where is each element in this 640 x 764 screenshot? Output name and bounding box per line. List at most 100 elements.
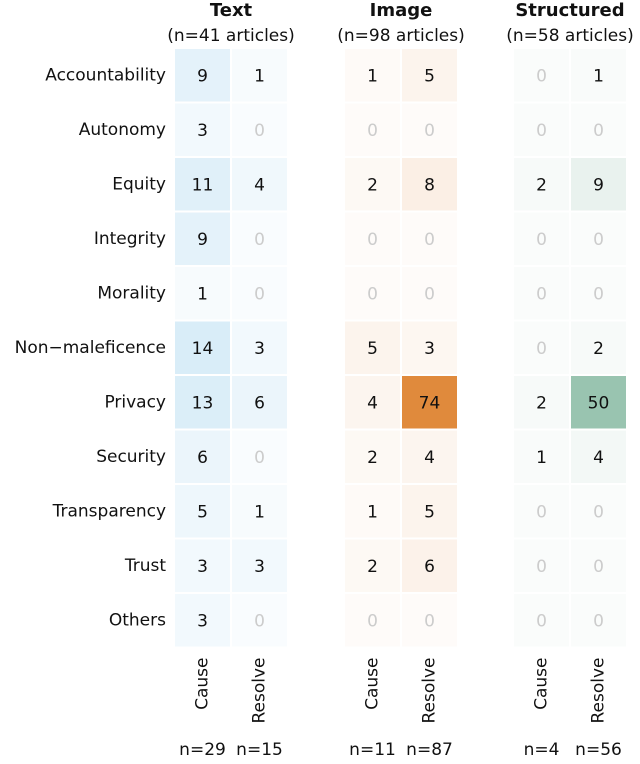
row-label: Trust — [124, 556, 167, 576]
row-label: Others — [109, 610, 166, 630]
panel-title: Structured — [515, 0, 624, 21]
heat-cell — [175, 212, 230, 265]
cell-value: 5 — [197, 502, 208, 522]
heat-cell — [175, 267, 230, 320]
cell-value: 5 — [424, 502, 435, 522]
cell-value: 74 — [419, 393, 441, 413]
row-label: Equity — [112, 174, 166, 194]
heat-cell — [345, 430, 400, 483]
heat-cell — [232, 539, 287, 592]
cell-value: 0 — [424, 230, 435, 250]
cell-value: 0 — [536, 611, 547, 631]
heat-cell — [175, 594, 230, 647]
cell-value: 9 — [197, 66, 208, 86]
column-total: n=15 — [236, 740, 283, 760]
cell-value: 4 — [254, 175, 265, 195]
cell-value: 0 — [367, 284, 378, 304]
cell-value: 9 — [593, 175, 604, 195]
cell-value: 2 — [367, 557, 378, 577]
heat-cell — [514, 376, 569, 429]
cell-value: 0 — [536, 121, 547, 141]
cell-value: 1 — [197, 284, 208, 304]
cell-value: 1 — [254, 502, 265, 522]
heat-cell — [402, 376, 457, 429]
panel-subtitle: (n=98 articles) — [337, 26, 465, 46]
row-label: Security — [96, 447, 166, 467]
cell-value: 4 — [367, 393, 378, 413]
cell-value: 2 — [536, 393, 547, 413]
cell-value: 2 — [536, 175, 547, 195]
cell-value: 0 — [536, 230, 547, 250]
heat-cell — [345, 49, 400, 102]
heat-cell — [232, 158, 287, 211]
cell-value: 0 — [424, 121, 435, 141]
cell-value: 0 — [536, 284, 547, 304]
row-label: Accountability — [45, 65, 166, 85]
cell-value: 3 — [197, 611, 208, 631]
heat-cell — [345, 158, 400, 211]
heat-cell — [571, 158, 626, 211]
heat-cell — [345, 485, 400, 538]
cell-value: 0 — [593, 502, 604, 522]
cell-value: 6 — [197, 448, 208, 468]
cell-value: 6 — [254, 393, 265, 413]
cell-value: 0 — [367, 611, 378, 631]
cell-value: 0 — [593, 284, 604, 304]
cell-value: 0 — [254, 448, 265, 468]
heat-cell — [402, 321, 457, 374]
cell-value: 0 — [536, 66, 547, 86]
heat-cell — [232, 321, 287, 374]
cell-value: 0 — [593, 611, 604, 631]
panel-subtitle: (n=41 articles) — [167, 26, 295, 46]
column-label: Resolve — [420, 658, 440, 724]
row-label: Autonomy — [79, 120, 166, 140]
cell-value: 0 — [367, 121, 378, 141]
cell-value: 0 — [593, 557, 604, 577]
cell-value: 1 — [367, 66, 378, 86]
cell-value: 4 — [593, 448, 604, 468]
cell-value: 6 — [424, 557, 435, 577]
cell-value: 9 — [197, 230, 208, 250]
cell-value: 3 — [424, 339, 435, 359]
heat-cell — [175, 539, 230, 592]
cell-value: 11 — [192, 175, 214, 195]
cell-value: 3 — [197, 121, 208, 141]
cell-value: 13 — [192, 393, 214, 413]
cell-value: 2 — [367, 448, 378, 468]
column-total: n=29 — [179, 740, 226, 760]
row-label: Privacy — [104, 392, 166, 412]
heat-cell — [175, 485, 230, 538]
cell-value: 0 — [536, 502, 547, 522]
heat-cell — [175, 376, 230, 429]
cell-value: 5 — [424, 66, 435, 86]
cell-value: 8 — [424, 175, 435, 195]
cell-value: 1 — [593, 66, 604, 86]
cell-value: 0 — [367, 230, 378, 250]
heat-cell — [571, 376, 626, 429]
heat-cell — [402, 539, 457, 592]
cell-value: 3 — [197, 557, 208, 577]
column-total: n=56 — [575, 740, 622, 760]
heat-cell — [175, 321, 230, 374]
cell-value: 1 — [536, 448, 547, 468]
row-label: Transparency — [52, 501, 166, 521]
heat-cell — [175, 103, 230, 156]
cell-value: 0 — [254, 611, 265, 631]
heat-cell — [345, 539, 400, 592]
panel-subtitle: (n=58 articles) — [506, 26, 634, 46]
column-label: Cause — [363, 658, 383, 710]
cell-value: 4 — [424, 448, 435, 468]
heat-cell — [175, 49, 230, 102]
heat-cell — [345, 376, 400, 429]
cell-value: 1 — [254, 66, 265, 86]
cell-value: 0 — [254, 230, 265, 250]
column-total: n=11 — [349, 740, 396, 760]
heat-cell — [175, 430, 230, 483]
column-total: n=4 — [524, 740, 560, 760]
panel-title: Text — [210, 0, 253, 21]
cell-value: 2 — [367, 175, 378, 195]
heat-cell — [571, 430, 626, 483]
cell-value: 0 — [254, 284, 265, 304]
heat-cell — [402, 49, 457, 102]
